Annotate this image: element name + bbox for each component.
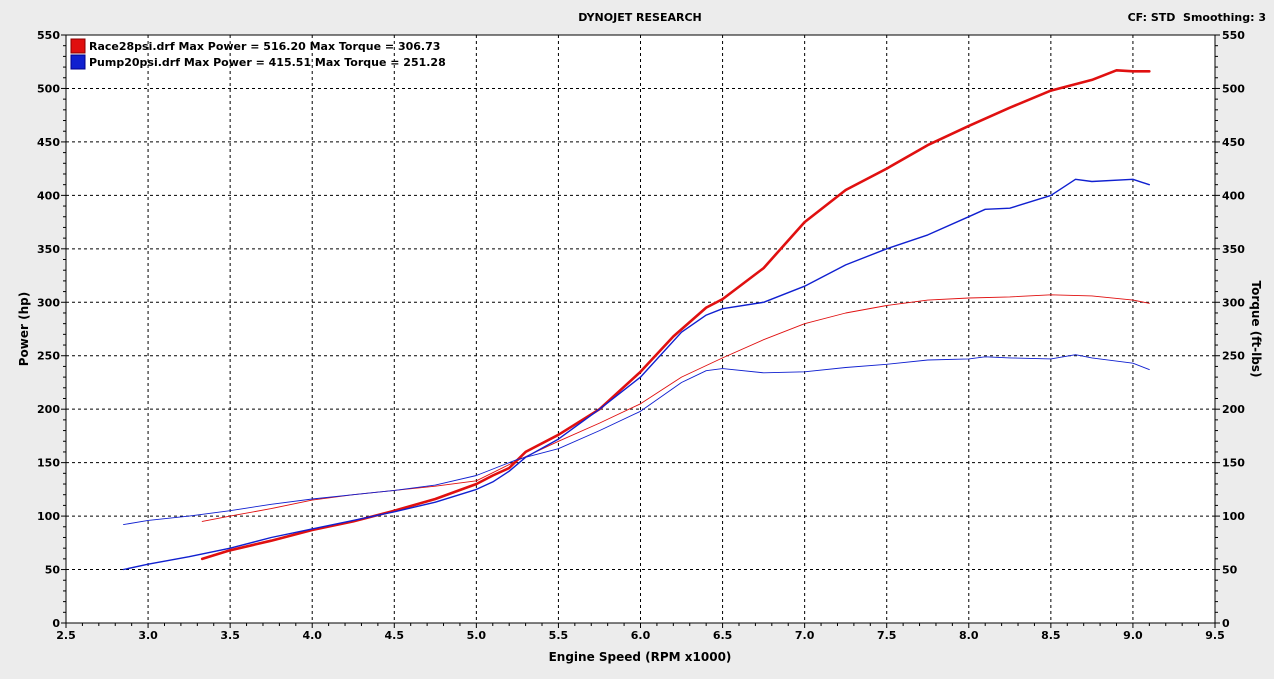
legend-swatch-pump xyxy=(70,54,86,70)
y-tick-label: 400 xyxy=(37,189,60,202)
legend-swatch-race xyxy=(70,38,86,54)
y-tick-label: 350 xyxy=(37,243,60,256)
chart-title: DYNOJET RESEARCH xyxy=(578,11,701,24)
y-tick-label: 200 xyxy=(37,403,60,416)
y2-tick-label: 550 xyxy=(1222,29,1245,42)
y-tick-label: 100 xyxy=(37,510,60,523)
x-tick-label: 6.5 xyxy=(713,629,733,642)
y-tick-label: 500 xyxy=(37,82,60,95)
x-tick-label: 8.0 xyxy=(959,629,979,642)
y2-tick-label: 300 xyxy=(1222,296,1245,309)
y-tick-label: 550 xyxy=(37,29,60,42)
y2-tick-label: 500 xyxy=(1222,82,1245,95)
x-tick-label: 2.5 xyxy=(56,629,76,642)
legend-entry-race: Race28psi.drf Max Power = 516.20 Max Tor… xyxy=(89,40,440,53)
y-tick-label: 0 xyxy=(52,617,60,630)
y2-tick-label: 50 xyxy=(1222,564,1238,577)
x-tick-label: 6.0 xyxy=(631,629,651,642)
y-tick-label: 150 xyxy=(37,457,60,470)
x-tick-label: 7.5 xyxy=(877,629,897,642)
legend-entry-pump: Pump20psi.drf Max Power = 415.51 Max Tor… xyxy=(89,56,446,69)
x-tick-label: 4.5 xyxy=(385,629,405,642)
y2-axis-label: Torque (ft-lbs) xyxy=(1249,281,1263,378)
y-tick-label: 250 xyxy=(37,350,60,363)
y-axis-label: Power (hp) xyxy=(17,292,31,366)
y2-tick-label: 400 xyxy=(1222,189,1245,202)
grid-lines xyxy=(66,35,1215,623)
y2-tick-label: 100 xyxy=(1222,510,1245,523)
chart-settings: CF: STD Smoothing: 3 xyxy=(1128,11,1266,24)
y-tick-label: 50 xyxy=(45,564,61,577)
y-tick-label: 450 xyxy=(37,136,60,149)
y-axis-right-ticks: 0 50 100 150 200 250 300 350 400 450 500 550 xyxy=(1215,29,1245,630)
x-tick-label: 3.0 xyxy=(138,629,158,642)
y2-tick-label: 150 xyxy=(1222,457,1245,470)
legend: Race28psi.drf Max Power = 516.20 Max Tor… xyxy=(70,38,446,70)
y2-tick-label: 450 xyxy=(1222,136,1245,149)
x-tick-label: 3.5 xyxy=(220,629,240,642)
y2-tick-label: 200 xyxy=(1222,403,1245,416)
pump-torque-line xyxy=(123,354,1150,526)
x-tick-label: 5.5 xyxy=(549,629,569,642)
x-tick-label: 9.0 xyxy=(1123,629,1143,642)
x-axis-ticks: 2.5 3.0 3.5 4.0 4.5 5.0 5.5 6.0 6.5 7.0 7.5 8.0 8.5 9… xyxy=(56,623,1225,642)
x-axis-label: Engine Speed (RPM x1000) xyxy=(549,650,732,664)
x-tick-label: 7.0 xyxy=(795,629,815,642)
x-tick-label: 5.0 xyxy=(467,629,487,642)
pump-power-line xyxy=(122,178,1150,571)
x-tick-label: 8.5 xyxy=(1041,629,1061,642)
y-axis-left-ticks: 0 50 100 150 200 250 300 350 400 450 500 550 xyxy=(37,29,66,630)
y2-tick-label: 0 xyxy=(1222,617,1230,630)
y2-tick-label: 250 xyxy=(1222,350,1245,363)
x-tick-label: 9.5 xyxy=(1205,629,1225,642)
series-lines xyxy=(122,69,1151,571)
y-tick-label: 300 xyxy=(37,296,60,309)
y2-tick-label: 350 xyxy=(1222,243,1245,256)
x-tick-label: 4.0 xyxy=(302,629,322,642)
